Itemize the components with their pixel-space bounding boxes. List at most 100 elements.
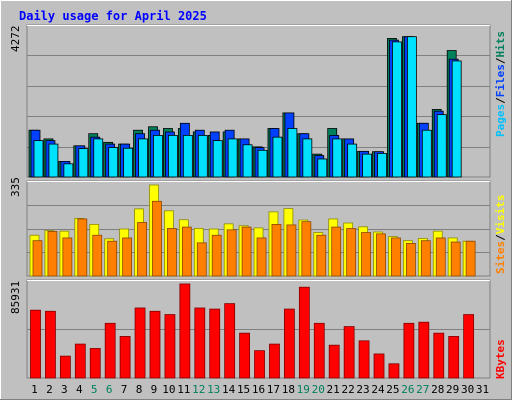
bar-sites-day-9 xyxy=(152,200,162,277)
bar-kbytes-day-30 xyxy=(463,314,475,379)
day-label: 9 xyxy=(151,383,158,396)
day-label: 19 xyxy=(297,383,310,396)
bar-pages-day-23 xyxy=(362,153,372,178)
legend-entry: KBytes xyxy=(494,339,507,379)
bar-pages-day-4 xyxy=(78,148,89,178)
bar-pages-day-19 xyxy=(302,138,313,178)
bar-pages-day-6 xyxy=(108,147,119,178)
bar-sites-day-16 xyxy=(256,237,267,277)
bar-kbytes-day-22 xyxy=(343,326,355,379)
chart-title: Daily usage for April 2025 xyxy=(19,9,207,23)
bar-sites-day-8 xyxy=(137,222,147,277)
bar-pages-day-26 xyxy=(406,36,417,178)
bar-pages-day-17 xyxy=(272,136,283,178)
bar-kbytes-day-25 xyxy=(388,363,400,379)
bar-kbytes-day-3 xyxy=(59,355,71,379)
bar-sites-day-23 xyxy=(361,232,371,277)
legend-entry: / xyxy=(494,234,507,241)
bar-pages-day-8 xyxy=(138,138,148,178)
bar-kbytes-day-16 xyxy=(254,350,265,379)
bar-pages-day-22 xyxy=(347,143,358,178)
day-label: 12 xyxy=(192,383,205,396)
bar-sites-day-18 xyxy=(286,224,297,277)
bar-kbytes-day-5 xyxy=(89,348,101,379)
day-label: 16 xyxy=(252,383,265,396)
bar-pages-day-25 xyxy=(392,41,402,178)
day-label: 1 xyxy=(31,383,38,396)
bar-sites-day-24 xyxy=(376,233,386,277)
bar-sites-day-19 xyxy=(301,221,312,277)
visits-sites-panel xyxy=(26,180,491,277)
day-label: 17 xyxy=(267,383,280,396)
bar-kbytes-day-15 xyxy=(239,332,250,379)
legend-entry: Visits xyxy=(494,195,507,235)
bar-kbytes-day-2 xyxy=(45,310,56,379)
bar-kbytes-day-8 xyxy=(134,307,146,379)
bar-sites-day-2 xyxy=(47,231,58,277)
bar-sites-day-28 xyxy=(435,237,446,277)
bar-sites-day-7 xyxy=(122,237,133,277)
day-label: 30 xyxy=(461,383,474,396)
legend-kbytes: KBytes xyxy=(494,339,507,379)
bar-kbytes-day-9 xyxy=(149,310,161,379)
day-label: 10 xyxy=(162,383,175,396)
day-label: 28 xyxy=(431,383,444,396)
day-label: 11 xyxy=(177,383,190,396)
day-label: 13 xyxy=(207,383,220,396)
day-label: 23 xyxy=(356,383,369,396)
bar-kbytes-day-23 xyxy=(358,340,370,379)
bar-kbytes-day-7 xyxy=(119,336,131,379)
bar-pages-day-20 xyxy=(317,158,328,178)
day-label: 20 xyxy=(312,383,325,396)
legend-entry: / xyxy=(494,97,507,104)
legend-pages-files-hits: Pages/Files/Hits xyxy=(494,31,507,137)
day-label: 27 xyxy=(416,383,429,396)
bar-pages-day-7 xyxy=(123,147,134,178)
bar-pages-day-28 xyxy=(436,114,447,178)
bar-pages-day-9 xyxy=(153,135,163,178)
bar-kbytes-day-1 xyxy=(30,309,41,379)
y-max-label-kbytes: 85931 xyxy=(9,281,22,314)
y-max-label-hits: 4272 xyxy=(9,26,22,53)
bar-sites-day-20 xyxy=(316,234,327,277)
bar-sites-day-14 xyxy=(226,229,237,277)
bar-sites-day-30 xyxy=(465,240,476,277)
bar-sites-day-4 xyxy=(77,218,88,277)
day-label: 8 xyxy=(136,383,143,396)
bar-pages-day-11 xyxy=(182,135,193,178)
bar-sites-day-25 xyxy=(391,237,401,277)
bar-sites-day-29 xyxy=(450,241,461,277)
bar-pages-day-3 xyxy=(63,163,74,178)
bar-sites-day-1 xyxy=(32,240,43,277)
bar-kbytes-day-10 xyxy=(164,314,176,379)
bar-kbytes-day-18 xyxy=(284,308,295,379)
day-label: 14 xyxy=(222,383,236,396)
legend-entry: Files xyxy=(494,64,507,97)
day-label: 26 xyxy=(401,383,414,396)
legend-entry: Sites xyxy=(494,241,507,274)
bar-kbytes-day-24 xyxy=(373,353,385,379)
bar-kbytes-day-12 xyxy=(194,307,206,379)
day-label: 7 xyxy=(121,383,128,396)
bar-kbytes-day-4 xyxy=(74,343,86,379)
bar-kbytes-day-27 xyxy=(418,321,430,379)
bar-pages-day-10 xyxy=(168,135,178,178)
bar-sites-day-26 xyxy=(405,243,416,277)
day-label: 29 xyxy=(446,383,459,396)
y-max-label-visits: 335 xyxy=(9,177,22,197)
bar-pages-day-27 xyxy=(421,129,432,178)
bar-kbytes-day-21 xyxy=(328,344,340,379)
bar-sites-day-6 xyxy=(107,240,118,277)
bar-sites-day-12 xyxy=(196,242,207,277)
legend-entry: Pages xyxy=(494,104,507,137)
day-label: 5 xyxy=(91,383,98,396)
day-label: 6 xyxy=(106,383,113,396)
day-label: 22 xyxy=(341,383,354,396)
day-label: 2 xyxy=(46,383,53,396)
bar-sites-day-13 xyxy=(211,234,222,277)
hits-files-pages-panel xyxy=(26,24,491,178)
day-label: 4 xyxy=(76,383,83,396)
bar-kbytes-day-29 xyxy=(448,336,460,379)
day-label: 25 xyxy=(386,383,399,396)
